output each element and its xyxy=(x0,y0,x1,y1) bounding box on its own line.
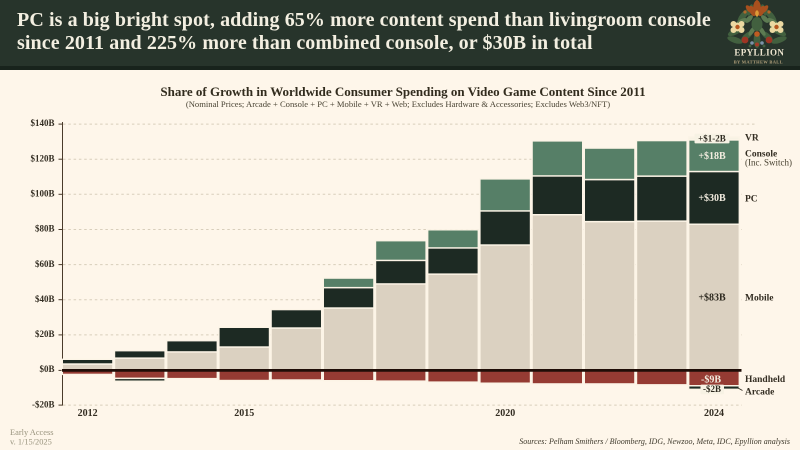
svg-text:PC: PC xyxy=(745,195,758,205)
svg-text:-$9B: -$9B xyxy=(701,375,721,386)
svg-text:Sources: Pelham Smithers / Blo: Sources: Pelham Smithers / Bloomberg, ID… xyxy=(519,437,790,446)
svg-text:+$83B: +$83B xyxy=(698,293,726,304)
svg-text:+$18B: +$18B xyxy=(698,151,726,162)
svg-text:$0B: $0B xyxy=(39,364,54,374)
svg-text:Arcade: Arcade xyxy=(745,388,774,398)
svg-text:$60B: $60B xyxy=(35,259,55,269)
svg-text:$20B: $20B xyxy=(35,329,55,339)
svg-text:$100B: $100B xyxy=(30,189,54,199)
svg-text:v. 1/15/2025: v. 1/15/2025 xyxy=(10,438,52,447)
svg-text:2024: 2024 xyxy=(704,408,724,419)
svg-text:-$20B: -$20B xyxy=(32,399,55,409)
svg-text:Console: Console xyxy=(745,149,777,159)
svg-text:2015: 2015 xyxy=(234,408,254,419)
svg-text:2020: 2020 xyxy=(495,408,515,419)
svg-text:VR: VR xyxy=(745,134,759,144)
svg-text:-$2B: -$2B xyxy=(703,384,721,394)
svg-text:BY MATTHEW BALL: BY MATTHEW BALL xyxy=(734,59,783,64)
svg-text:EPYLLION: EPYLLION xyxy=(734,47,784,57)
svg-text:Mobile: Mobile xyxy=(745,294,774,304)
svg-text:(Inc. Switch): (Inc. Switch) xyxy=(745,158,792,168)
svg-text:$40B: $40B xyxy=(35,294,55,304)
svg-text:$140B: $140B xyxy=(30,118,54,128)
svg-text:(Nominal Prices; Arcade + Cons: (Nominal Prices; Arcade + Console + PC +… xyxy=(186,99,610,109)
svg-text:Handheld: Handheld xyxy=(745,375,786,385)
svg-text:$120B: $120B xyxy=(30,153,54,163)
svg-text:+$1-2B: +$1-2B xyxy=(698,133,726,143)
svg-text:+$30B: +$30B xyxy=(698,193,726,204)
svg-text:2012: 2012 xyxy=(78,408,98,419)
svg-text:Share of Growth in Worldwide C: Share of Growth in Worldwide Consumer Sp… xyxy=(160,84,645,99)
svg-text:$80B: $80B xyxy=(35,224,55,234)
svg-text:Early Access: Early Access xyxy=(10,428,54,437)
